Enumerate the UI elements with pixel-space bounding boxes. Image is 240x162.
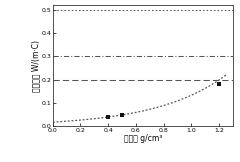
Y-axis label: 体热导／ W/(m·C): 体热导／ W/(m·C) bbox=[31, 40, 40, 92]
X-axis label: 密度／ g/cm³: 密度／ g/cm³ bbox=[124, 134, 162, 143]
Point bbox=[217, 83, 221, 86]
Point bbox=[106, 116, 110, 118]
Point bbox=[120, 113, 124, 116]
